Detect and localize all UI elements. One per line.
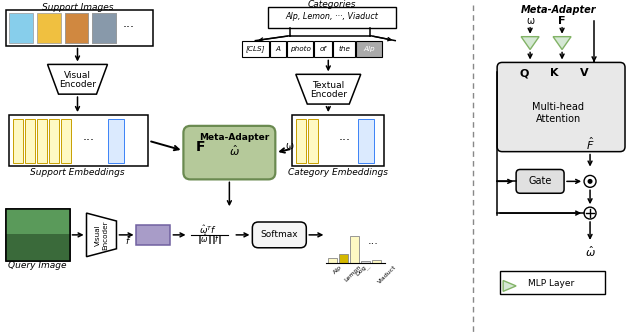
Text: A: A: [276, 46, 281, 52]
Text: $\hat{\omega}^T f$: $\hat{\omega}^T f$: [200, 224, 218, 236]
Bar: [108, 119, 124, 163]
Text: Categories: Categories: [308, 0, 356, 9]
Text: ω: ω: [285, 141, 293, 151]
Polygon shape: [521, 37, 539, 49]
Text: ···: ···: [368, 239, 379, 249]
Bar: [13, 119, 22, 163]
Text: F: F: [196, 140, 205, 154]
Bar: [136, 225, 170, 245]
Text: Encoder: Encoder: [310, 90, 347, 99]
Polygon shape: [296, 74, 361, 104]
Bar: [292, 115, 384, 166]
Text: Q: Q: [520, 68, 529, 78]
Bar: [65, 13, 88, 43]
Text: Support Images: Support Images: [42, 3, 113, 12]
Bar: [270, 41, 286, 57]
FancyBboxPatch shape: [497, 62, 625, 152]
Polygon shape: [47, 64, 108, 94]
Bar: [93, 13, 116, 43]
Text: Query Image: Query Image: [8, 261, 67, 270]
Bar: [8, 115, 148, 166]
Bar: [296, 119, 307, 163]
Text: K: K: [550, 68, 558, 78]
Bar: [500, 271, 605, 294]
Text: Meta-Adapter: Meta-Adapter: [199, 133, 269, 142]
Bar: [328, 259, 337, 263]
Bar: [65, 13, 88, 43]
Text: the: the: [339, 46, 350, 52]
Bar: [6, 234, 70, 261]
Text: Category Embeddings: Category Embeddings: [288, 168, 388, 177]
Text: ···: ···: [365, 265, 374, 273]
Bar: [308, 119, 318, 163]
Bar: [243, 41, 269, 57]
Text: ···: ···: [339, 134, 350, 147]
Text: f: f: [125, 237, 128, 246]
Bar: [372, 260, 381, 263]
Bar: [61, 119, 70, 163]
Bar: [358, 119, 374, 163]
FancyBboxPatch shape: [184, 126, 275, 179]
FancyBboxPatch shape: [252, 222, 307, 248]
Polygon shape: [503, 281, 516, 291]
Bar: [6, 209, 70, 261]
Bar: [356, 41, 382, 57]
Text: Meta-Adapter: Meta-Adapter: [520, 5, 596, 15]
Bar: [268, 7, 396, 28]
Text: Encoder: Encoder: [59, 80, 96, 89]
Text: Alp, Lemon, ···, Viaduct: Alp, Lemon, ···, Viaduct: [286, 12, 379, 21]
Text: Lemon: Lemon: [344, 265, 362, 283]
Text: ω: ω: [526, 16, 534, 26]
Text: $\hat{\omega}$: $\hat{\omega}$: [229, 143, 240, 158]
Text: ···: ···: [122, 21, 134, 34]
Text: Gate: Gate: [529, 176, 552, 186]
Text: [CLS]: [CLS]: [246, 46, 266, 52]
Text: Dog: Dog: [355, 265, 367, 277]
Text: Textual: Textual: [312, 81, 344, 90]
Bar: [339, 254, 348, 263]
Bar: [361, 262, 371, 263]
Text: Visual
Encoder: Visual Encoder: [95, 220, 108, 250]
Bar: [93, 13, 116, 43]
Bar: [350, 235, 359, 263]
Bar: [36, 119, 47, 163]
Text: Multi-head: Multi-head: [532, 102, 584, 112]
Text: Visual: Visual: [64, 71, 91, 80]
Text: $\hat{F}$: $\hat{F}$: [586, 136, 595, 152]
Bar: [36, 13, 61, 43]
Circle shape: [584, 207, 596, 219]
Text: of: of: [320, 46, 327, 52]
FancyBboxPatch shape: [516, 169, 564, 193]
Bar: [6, 209, 70, 261]
Polygon shape: [86, 213, 116, 257]
Bar: [287, 41, 314, 57]
Text: MLP Layer: MLP Layer: [528, 279, 574, 288]
Text: photo: photo: [290, 46, 311, 52]
Text: Viaduct: Viaduct: [377, 265, 397, 285]
Text: Support Embeddings: Support Embeddings: [30, 168, 125, 177]
Text: V: V: [580, 68, 588, 78]
Circle shape: [584, 175, 596, 187]
Text: ···: ···: [83, 134, 95, 147]
Text: Softmax: Softmax: [260, 230, 298, 239]
Text: $\|\hat{\omega}\|\|f\|$: $\|\hat{\omega}\|\|f\|$: [196, 232, 222, 247]
Bar: [314, 41, 332, 57]
Circle shape: [588, 180, 592, 183]
Text: $\hat{\omega}$: $\hat{\omega}$: [584, 244, 595, 259]
Text: F: F: [558, 16, 566, 26]
Bar: [6, 209, 70, 234]
Text: Alp: Alp: [333, 265, 344, 275]
Bar: [6, 10, 154, 45]
Text: Alp: Alp: [364, 46, 375, 52]
Bar: [8, 13, 33, 43]
Bar: [24, 119, 35, 163]
Text: Attention: Attention: [536, 114, 580, 124]
Bar: [49, 119, 58, 163]
Polygon shape: [553, 37, 571, 49]
Bar: [333, 41, 355, 57]
